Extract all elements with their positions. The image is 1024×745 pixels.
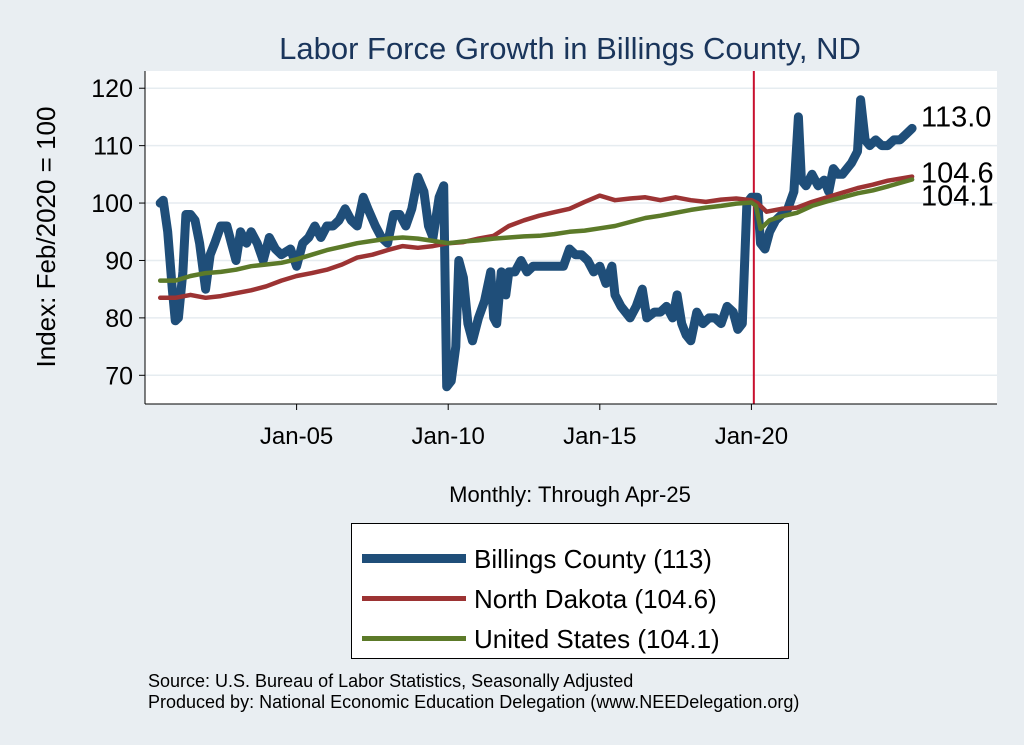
y-tick-label-100: 100 [91,190,133,218]
legend-label-billings: Billings County (113) [474,544,712,574]
source-note: Source: U.S. Bureau of Labor Statistics,… [148,671,799,713]
y-axis-label: Index: Feb/2020 = 100 [31,107,61,368]
y-tick-label-110: 110 [93,133,133,161]
legend: Billings County (113) North Dakota (104.… [351,523,789,659]
legend-label-north-dakota: North Dakota (104.6) [474,584,717,614]
produced-by-line: Produced by: National Economic Education… [148,692,800,712]
legend-swatch-billings [362,554,466,563]
legend-swatch-north-dakota [362,596,466,601]
series-line-1 [157,174,915,301]
y-tick-label-120: 120 [91,75,133,103]
legend-swatch-united-states [362,636,466,641]
x-ticks: Jan-05 Jan-10 Jan-15 Jan-20 [260,404,788,450]
y-tick-label-80: 80 [105,305,133,333]
series-group [155,95,917,392]
x-tick-label-Jan-15: Jan-15 [563,423,636,450]
legend-item-billings: Billings County (113) [352,538,788,578]
series-line-2 [157,177,915,283]
chart-title: Labor Force Growth in Billings County, N… [279,31,861,66]
y-ticks: 70 80 90 100 110 120 [91,75,145,390]
x-axis-label: Monthly: Through Apr-25 [449,482,691,507]
y-tick-label-90: 90 [105,247,133,275]
end-label-1: 104.6 [921,158,994,190]
legend-item-united-states: United States (104.1) [352,618,788,658]
x-tick-label-Jan-20: Jan-20 [715,423,788,450]
x-tick-label-Jan-10: Jan-10 [412,423,485,450]
legend-item-north-dakota: North Dakota (104.6) [352,578,788,618]
source-line: Source: U.S. Bureau of Labor Statistics,… [148,671,634,691]
y-tick-label-70: 70 [105,362,133,390]
legend-label-united-states: United States (104.1) [474,624,720,654]
end-label-2: 104.1 [921,181,994,213]
grid-lines [145,87,997,377]
x-tick-label-Jan-05: Jan-05 [260,423,333,450]
end-label-0: 113.0 [921,101,991,133]
